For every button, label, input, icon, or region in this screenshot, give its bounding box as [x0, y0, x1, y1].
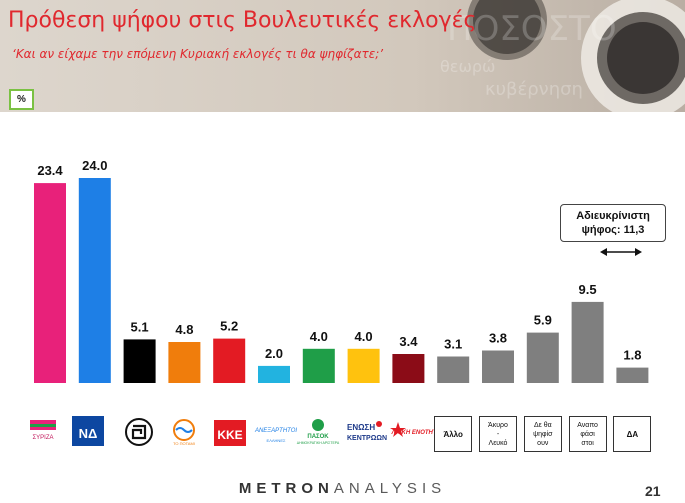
bar-8 — [347, 348, 380, 383]
anel-logo-text: ΑΝΕΞΑΡΤΗΤΟΙ — [254, 428, 297, 434]
syriza-logo-text: ΣΥΡΙΖΑ — [32, 435, 53, 441]
footer-logo: METRONANALYSIS — [0, 480, 685, 497]
value-label-5: 5.2 — [220, 319, 238, 334]
anel-logo: ΑΝΕΞΑΡΤΗΤΟΙ ΕΛΛΗΝΕΣ — [254, 428, 297, 443]
value-label-7: 4.0 — [310, 329, 328, 344]
bar-12 — [526, 332, 559, 383]
bar-5 — [213, 338, 246, 383]
value-label-2: 24.0 — [82, 158, 107, 173]
pasok-logo: ΠΑΣΟΚ ΔΗΜΟΚΡΑΤΙΚΗ ΑΡΙΣΤΕΡΑ — [297, 419, 340, 445]
category-box-1: Άλλο — [434, 416, 473, 452]
bar-11 — [482, 350, 514, 383]
category-box-label: ΔΑ — [626, 429, 639, 439]
bar-14 — [616, 367, 649, 383]
page-number: 21 — [645, 483, 661, 499]
category-box-5: ΔΑ — [613, 416, 652, 452]
category-box-label: Αναπο φάσι στοι — [577, 421, 598, 447]
category-box-4: Αναπο φάσι στοι — [568, 416, 607, 452]
value-label-9: 3.4 — [399, 334, 418, 349]
logo-part-1: METRON — [238, 480, 334, 497]
enosi-kentroon-logo: ΕΝΩΣΗ ΚΕΝΤΡΩΩΝ — [347, 421, 387, 442]
category-box-2: Άκυρο - Λευκό — [479, 416, 517, 452]
double-arrow-icon — [600, 248, 642, 256]
bar-9 — [392, 354, 425, 383]
value-label-12: 5.9 — [534, 313, 552, 328]
anel-logo-subtext: ΕΛΛΗΝΕΣ — [267, 438, 286, 443]
bar-1 — [34, 183, 66, 383]
bars-layer — [34, 178, 649, 383]
unit-label: % — [9, 89, 34, 110]
value-label-8: 4.0 — [355, 329, 373, 344]
bar-chart: 23.4 24.0 5.1 4.8 5.2 2.0 4.0 4.0 3.4 3.1 3.8 5.9 9.… — [30, 158, 649, 446]
bar-10 — [437, 356, 470, 383]
nd-logo: ΝΔ — [72, 416, 104, 446]
party-logos: ΣΥΡΙΖΑ ΝΔ ΤΟ ΠΟΤΑΜΙ ΚΚΕ ΑΝΕΞΑΡΤΗΤΟΙ ΕΛΛΗ… — [30, 416, 440, 446]
value-labels-layer: 23.4 24.0 5.1 4.8 5.2 2.0 4.0 4.0 3.4 3.1 3.8 5.9 9.… — [37, 158, 641, 363]
bar-6 — [258, 365, 290, 383]
nd-logo-text: ΝΔ — [79, 426, 98, 441]
svg-text:θεωρώ: θεωρώ — [440, 57, 495, 76]
enosi-logo-text1: ΕΝΩΣΗ — [347, 423, 375, 432]
unaccounted-line2: ψήφος: 11,3 — [581, 224, 645, 236]
category-box-label: Άλλο — [443, 429, 463, 439]
unaccounted-vote-box: Αδιευκρίνιστη ψήφος: 11,3 — [560, 204, 666, 242]
svg-text:ΠΟΣΟΣΤΟ: ΠΟΣΟΣΤΟ — [447, 9, 617, 49]
page-title: Πρόθεση ψήφου στις Βουλευτικές εκλογές — [8, 8, 477, 33]
value-label-14: 1.8 — [623, 348, 641, 363]
enosi-logo-text2: ΚΕΝΤΡΩΩΝ — [347, 435, 387, 442]
bar-3 — [123, 339, 156, 383]
bar-4 — [168, 342, 201, 383]
decorative-cups-image: ΠΟΣΟΣΤΟ κυβέρνηση θεωρώ — [440, 0, 685, 112]
kke-logo: ΚΚΕ — [214, 420, 246, 446]
bar-7 — [302, 348, 335, 383]
laiki-logo-text: ΛΑΪΚΗ ΕΝΟΤΗΤΑ — [391, 429, 441, 436]
laiki-enotita-logo: ΛΑΪΚΗ ΕΝΟΤΗΤΑ — [390, 422, 440, 437]
pasok-logo-text: ΠΑΣΟΚ — [307, 434, 329, 440]
pasok-logo-subtext: ΔΗΜΟΚΡΑΤΙΚΗ ΑΡΙΣΤΕΡΑ — [297, 441, 340, 445]
syriza-logo: ΣΥΡΙΖΑ — [30, 420, 56, 441]
potami-logo-text: ΤΟ ΠΟΤΑΜΙ — [173, 441, 195, 446]
page-subtitle: ‘Και αν είχαμε την επόμενη Κυριακή εκλογ… — [12, 47, 384, 61]
value-label-1: 23.4 — [37, 163, 63, 178]
value-label-6: 2.0 — [265, 346, 283, 361]
header-banner: ΠΟΣΟΣΤΟ κυβέρνηση θεωρώ Πρόθεση ψήφου στ… — [0, 0, 685, 112]
kke-logo-text: ΚΚΕ — [217, 428, 242, 442]
svg-text:κυβέρνηση: κυβέρνηση — [485, 79, 583, 100]
bar-2 — [78, 178, 111, 383]
category-box-label: Δε θα ψηφίσ ουν — [533, 421, 553, 447]
unaccounted-line1: Αδιευκρίνιστη — [576, 210, 650, 222]
value-label-3: 5.1 — [131, 319, 149, 334]
category-box-label: Άκυρο - Λευκό — [488, 421, 508, 447]
golden-dawn-logo — [125, 418, 153, 446]
bar-13 — [571, 301, 604, 383]
value-label-10: 3.1 — [444, 337, 462, 352]
category-box-3: Δε θα ψηφίσ ουν — [523, 416, 562, 452]
value-label-4: 4.8 — [175, 322, 193, 337]
value-label-11: 3.8 — [489, 331, 507, 346]
logo-part-2: ANALYSIS — [333, 480, 447, 497]
value-label-13: 9.5 — [579, 282, 597, 297]
potami-logo: ΤΟ ΠΟΤΑΜΙ — [173, 419, 195, 446]
